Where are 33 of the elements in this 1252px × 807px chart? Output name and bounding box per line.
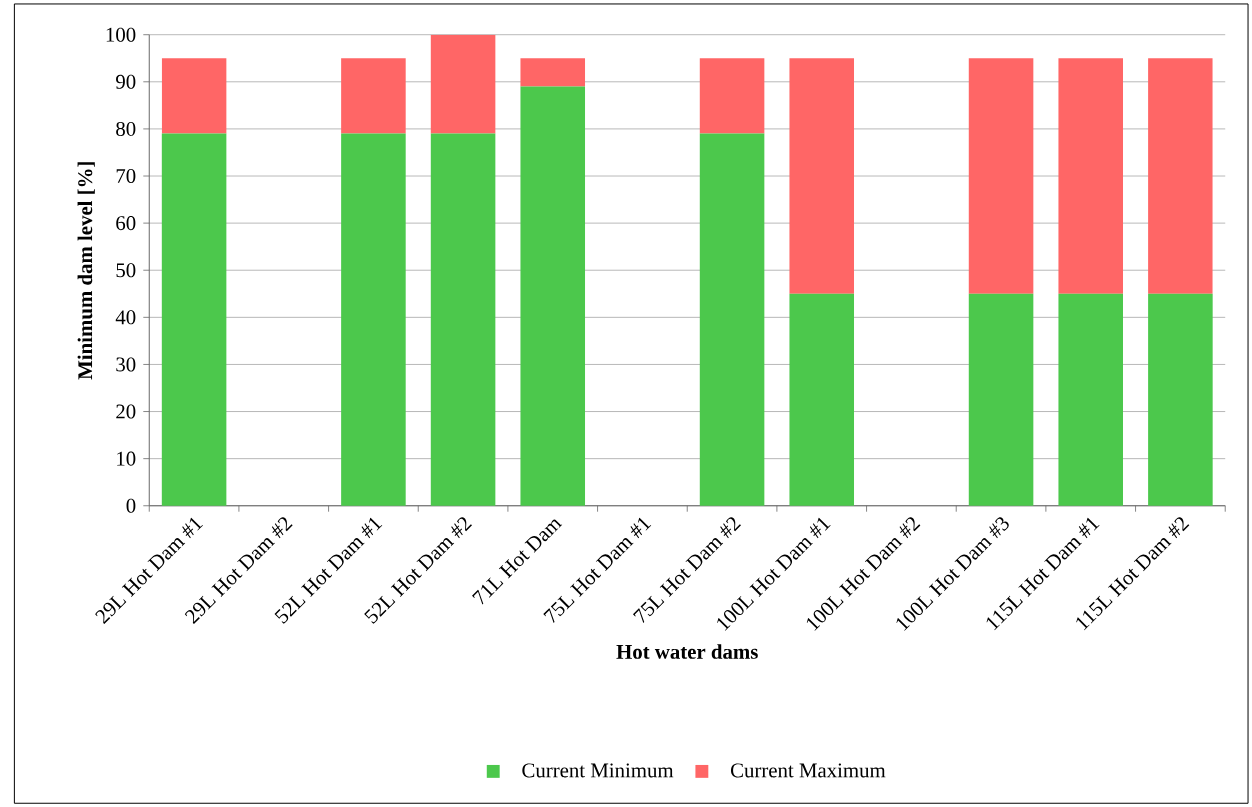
bar: [968, 58, 1034, 294]
bar: [1148, 293, 1213, 506]
y-tick-label: 50: [116, 263, 136, 278]
y-tick-label: 90: [116, 74, 136, 89]
bar: [430, 34, 496, 134]
bar: [161, 133, 227, 506]
y-tick-label: 20: [116, 404, 136, 419]
y-tick-label: 100: [106, 27, 136, 42]
y-tick-label: 60: [116, 215, 136, 231]
bar: [789, 293, 855, 506]
y-axis-title: Minimum dam level [%]: [77, 162, 95, 380]
legend-label: Current Maximum: [730, 763, 886, 778]
bar: [699, 58, 765, 134]
bar: [1148, 58, 1213, 294]
y-tick-label: 10: [117, 451, 136, 466]
bar: [520, 58, 586, 87]
legend-label: Current Minimum: [522, 763, 674, 778]
bar: [1058, 293, 1123, 506]
bar: [968, 293, 1034, 506]
bar: [341, 133, 406, 506]
y-tick-label: 40: [115, 310, 136, 325]
bar: [699, 133, 765, 506]
bar: [341, 58, 406, 134]
x-axis-title: Hot water dams: [616, 644, 758, 659]
bar: [520, 86, 586, 506]
bar: [430, 133, 496, 506]
bar: [789, 58, 855, 294]
y-tick-label: 70: [116, 168, 136, 183]
bar: [161, 58, 227, 134]
bar: [1058, 58, 1123, 294]
y-tick-label: 30: [116, 357, 136, 372]
y-tick-label: 0: [126, 498, 136, 513]
y-tick-label: 80: [116, 121, 136, 136]
